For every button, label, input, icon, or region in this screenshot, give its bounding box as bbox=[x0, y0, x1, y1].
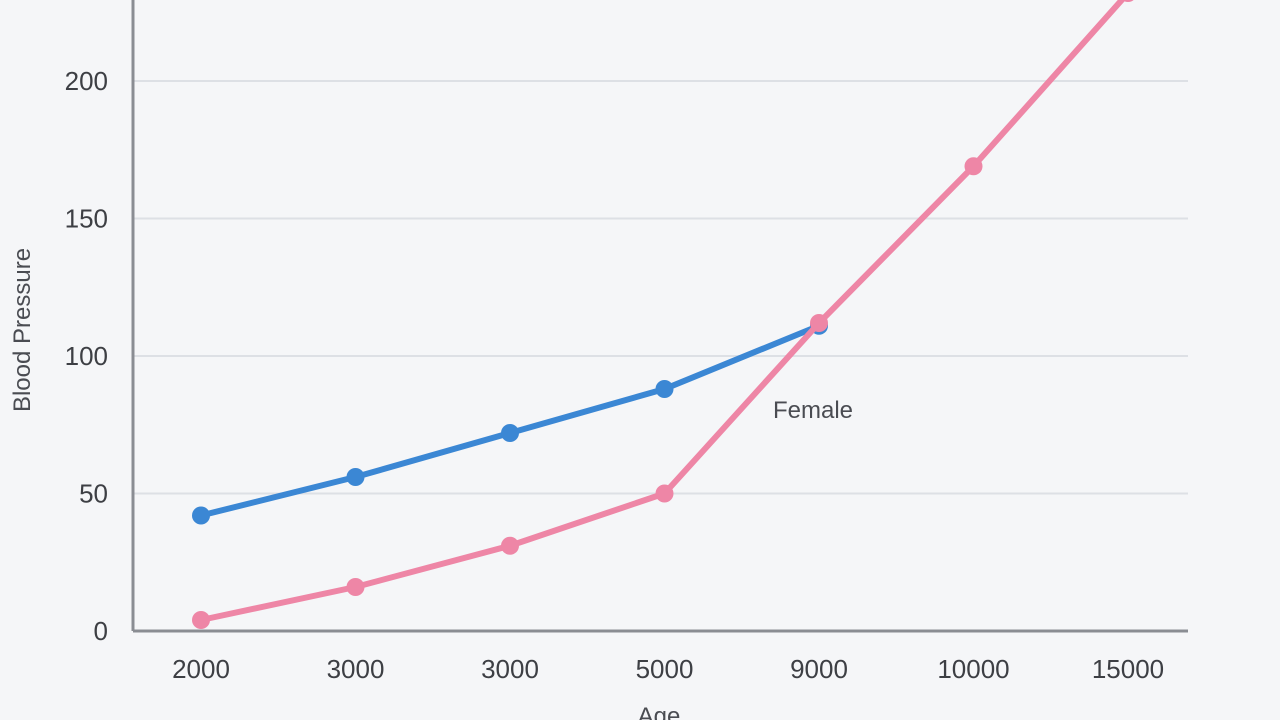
data-point bbox=[655, 380, 674, 398]
data-point bbox=[192, 506, 210, 525]
x-tick-label: 2000 bbox=[172, 654, 230, 684]
x-tick-label: 3000 bbox=[327, 654, 385, 684]
data-point bbox=[346, 578, 365, 596]
data-point bbox=[501, 424, 519, 442]
data-point bbox=[1122, 0, 1134, 2]
data-point bbox=[655, 484, 674, 503]
y-axis-title: Blood Pressure bbox=[9, 248, 36, 412]
x-tick-label: 10000 bbox=[937, 654, 1009, 684]
y-tick-label: 100 bbox=[65, 341, 108, 371]
data-point bbox=[964, 157, 983, 176]
gridlines bbox=[133, 80, 1188, 495]
series-line bbox=[198, 0, 1126, 623]
series-label-female: Female bbox=[773, 397, 853, 424]
y-tick-label: 50 bbox=[79, 479, 108, 509]
x-axis-title: Age bbox=[638, 703, 681, 720]
series-lines bbox=[192, 0, 1134, 629]
series-line bbox=[198, 322, 822, 519]
y-tick-label: 0 bbox=[94, 616, 108, 646]
x-tick-label: 15000 bbox=[1092, 654, 1164, 684]
y-tick-label: 200 bbox=[65, 66, 108, 96]
y-tick-labels: 0 50 100 150 200 bbox=[65, 66, 108, 646]
series-female bbox=[192, 0, 1134, 629]
x-tick-label: 3000 bbox=[481, 654, 539, 684]
data-point bbox=[192, 611, 210, 629]
data-point bbox=[501, 536, 519, 555]
data-point bbox=[346, 468, 365, 486]
x-tick-label: 9000 bbox=[790, 654, 848, 684]
x-tick-label: 5000 bbox=[636, 654, 694, 684]
x-tick-labels: 2000 3000 3000 5000 9000 10000 15000 bbox=[172, 654, 1164, 684]
data-point bbox=[810, 314, 828, 332]
y-tick-label: 150 bbox=[65, 204, 108, 234]
